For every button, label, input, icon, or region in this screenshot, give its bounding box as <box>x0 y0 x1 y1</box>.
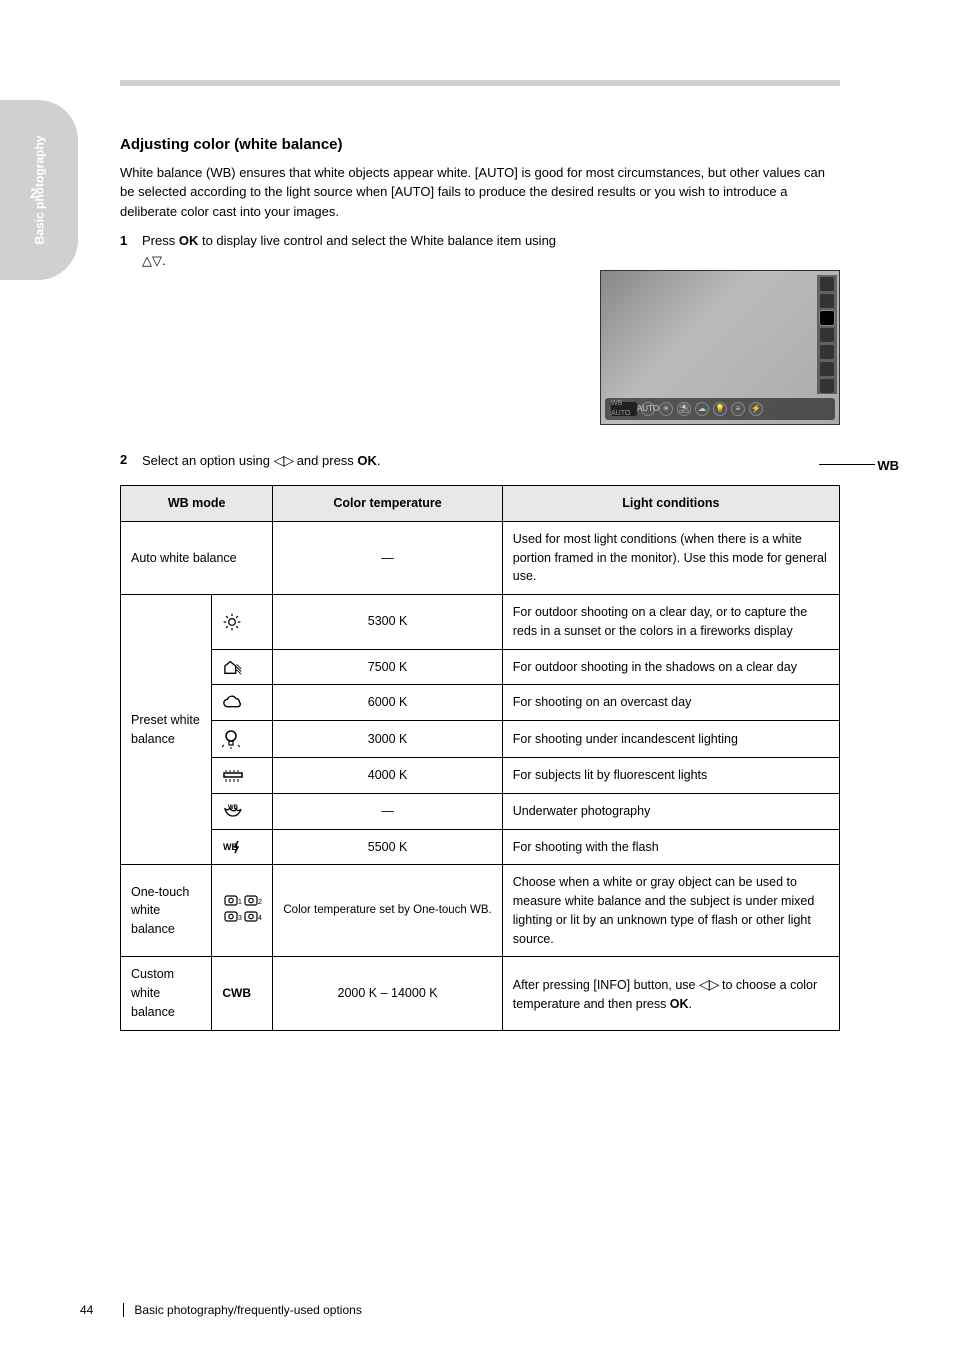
camera-bottom-strip: WB AUTO AUTO ☀ ⛱ ☁ 💡 ≡ ⚡ <box>605 398 835 420</box>
cell-mode: Auto white balance <box>121 521 273 594</box>
strip-icon <box>820 328 834 342</box>
cell-temp: 3000 K <box>273 721 502 758</box>
left-right-icon: ◁▷ <box>274 452 294 468</box>
onetouch-icon: 1 2 3 4 <box>212 865 273 957</box>
side-tab-number: 2 <box>30 185 38 201</box>
svg-text:3: 3 <box>238 915 242 922</box>
top-horizontal-rule <box>120 80 840 86</box>
cell-temp: — <box>273 793 502 829</box>
custom-wb-icon: CWB <box>212 957 273 1030</box>
table-row: 3000 K For shooting under incandescent l… <box>121 721 840 758</box>
cell-temp: 4000 K <box>273 758 502 794</box>
left-right-icon: ◁▷ <box>699 976 719 992</box>
cell-cond: For subjects lit by fluorescent lights <box>502 758 839 794</box>
cell-cond: For shooting under incandescent lighting <box>502 721 839 758</box>
strip-icon <box>820 379 834 393</box>
wb-callout-label: WB <box>877 456 899 476</box>
wb-auto-label: WB AUTO <box>611 402 637 416</box>
table-row: WB — Underwater photography <box>121 793 840 829</box>
table-row: Preset white balance 5300 K For outdoor … <box>121 595 840 650</box>
svg-text:4: 4 <box>258 915 262 922</box>
underwater-icon: WB <box>212 793 273 829</box>
step1-text-b: to display live control and select the W… <box>198 233 556 248</box>
ok-glyph: OK <box>179 233 199 248</box>
flash-wb-icon: WB <box>212 829 273 865</box>
cell-cond: For outdoor shooting in the shadows on a… <box>502 649 839 685</box>
wb-option-dot: 💡 <box>713 402 727 416</box>
wb-option-dot: ☀ <box>659 402 673 416</box>
table-row: One-touch white balance 1 2 3 4 Color te… <box>121 865 840 957</box>
fluorescent-icon <box>212 758 273 794</box>
step2-text-a: Select an option using <box>142 453 274 468</box>
cell-cond: Underwater photography <box>502 793 839 829</box>
wb-option-dot: AUTO <box>641 402 655 416</box>
svg-text:2: 2 <box>258 899 262 906</box>
table-row: Custom white balance CWB 2000 K – 14000 … <box>121 957 840 1030</box>
step-1: Press OK to display live control and sel… <box>120 231 560 270</box>
cell-temp: Color temperature set by One-touch WB. <box>273 865 502 957</box>
cell-temp: 5300 K <box>273 595 502 650</box>
cell-cond: Used for most light conditions (when the… <box>502 521 839 594</box>
steps-list-2: Select an option using ◁▷ and press OK. <box>120 450 840 471</box>
sunny-icon <box>212 595 273 650</box>
svg-text:1: 1 <box>238 899 242 906</box>
strip-icon <box>820 294 834 308</box>
step2-text-b: and press <box>293 453 357 468</box>
cell-mode: Custom white balance <box>121 957 212 1030</box>
cell-cond: For shooting with the flash <box>502 829 839 865</box>
cell-temp: 5500 K <box>273 829 502 865</box>
page-footer: 44 Basic photography/frequently-used opt… <box>80 1303 880 1317</box>
cell-cond: For outdoor shooting on a clear day, or … <box>502 595 839 650</box>
cell-cond: Choose when a white or gray object can b… <box>502 865 839 957</box>
wb-option-dot: ☁ <box>695 402 709 416</box>
cell-temp: 7500 K <box>273 649 502 685</box>
cloudy-icon <box>212 685 273 721</box>
custom-cond-a: After pressing [INFO] button, use <box>513 978 699 992</box>
cell-cond: For shooting on an overcast day <box>502 685 839 721</box>
shade-icon <box>212 649 273 685</box>
incandescent-icon <box>212 721 273 758</box>
cell-cond: After pressing [INFO] button, use ◁▷ to … <box>502 957 839 1030</box>
custom-cond-c: . <box>689 997 692 1011</box>
cell-temp: 6000 K <box>273 685 502 721</box>
step2-text-c: . <box>377 453 381 468</box>
ok-glyph: OK <box>670 997 689 1011</box>
footer-section-title: Basic photography/frequently-used option… <box>123 1303 361 1317</box>
table-row: 6000 K For shooting on an overcast day <box>121 685 840 721</box>
ok-glyph: OK <box>357 453 377 468</box>
table-row: Auto white balance — Used for most light… <box>121 521 840 594</box>
section-subtitle: White balance (WB) ensures that white ob… <box>120 163 840 222</box>
strip-icon <box>820 277 834 291</box>
th-mode: WB mode <box>121 486 273 522</box>
table-row: 7500 K For outdoor shooting in the shado… <box>121 649 840 685</box>
strip-wb-icon <box>820 311 834 325</box>
cell-temp: — <box>273 521 502 594</box>
camera-monitor-illustration: WB AUTO AUTO ☀ ⛱ ☁ 💡 ≡ ⚡ WB <box>600 270 840 425</box>
wb-option-dot: ⚡ <box>749 402 763 416</box>
step1-text-c: . <box>162 253 166 268</box>
up-down-icon: △▽ <box>142 253 162 268</box>
steps-list: Press OK to display live control and sel… <box>120 231 560 270</box>
side-tab: 2 Basic photography <box>0 100 78 280</box>
white-balance-table: WB mode Color temperature Light conditio… <box>120 485 840 1031</box>
strip-icon <box>820 345 834 359</box>
main-content: Adjusting color (white balance) White ba… <box>120 120 840 1031</box>
step1-text-a: Press <box>142 233 179 248</box>
table-row: WB 5500 K For shooting with the flash <box>121 829 840 865</box>
svg-text:WB: WB <box>228 805 239 811</box>
cell-temp: 2000 K – 14000 K <box>273 957 502 1030</box>
step-2: Select an option using ◁▷ and press OK. <box>120 450 840 471</box>
wb-option-dot: ⛱ <box>677 402 691 416</box>
th-temp: Color temperature <box>273 486 502 522</box>
strip-icon <box>820 362 834 376</box>
footer-page-number: 44 <box>80 1303 120 1317</box>
table-row: 4000 K For subjects lit by fluorescent l… <box>121 758 840 794</box>
wb-option-dot: ≡ <box>731 402 745 416</box>
th-cond: Light conditions <box>502 486 839 522</box>
cell-mode: One-touch white balance <box>121 865 212 957</box>
camera-right-icon-strip <box>817 275 837 394</box>
cell-preset-label: Preset white balance <box>121 595 212 865</box>
section-title: Adjusting color (white balance) <box>120 134 840 157</box>
